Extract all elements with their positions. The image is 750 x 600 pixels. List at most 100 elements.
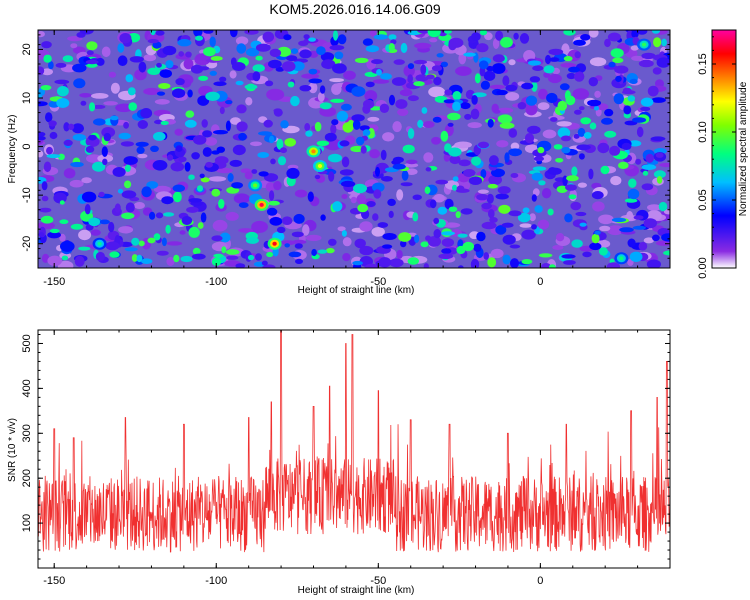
spectrogram-blob bbox=[131, 237, 140, 246]
snr-y-label: SNR (10 * v/v) bbox=[7, 418, 18, 482]
spectrogram-blob bbox=[161, 196, 174, 205]
spectrogram-blob bbox=[70, 223, 84, 230]
spectrogram-blob bbox=[137, 120, 148, 129]
spectrogram-blob bbox=[479, 30, 488, 36]
spectrogram-speckle bbox=[556, 233, 565, 242]
spectrogram-blob bbox=[550, 117, 558, 122]
spectrogram-blob bbox=[495, 30, 504, 41]
spectrogram-blob bbox=[357, 203, 369, 213]
spectrogram-blob bbox=[152, 160, 168, 171]
spectrogram-blob bbox=[158, 83, 171, 89]
spectrogram-blob bbox=[60, 240, 75, 252]
spectrogram-blob bbox=[587, 99, 602, 107]
spectrogram-speckle bbox=[489, 84, 506, 90]
spectrogram-hotspot bbox=[252, 183, 258, 188]
spectrogram-blob bbox=[210, 56, 223, 61]
spectrogram-blob bbox=[88, 102, 96, 112]
spectrogram-blob bbox=[247, 254, 255, 261]
spectrogram-blob bbox=[321, 59, 336, 70]
spectrogram-blob bbox=[582, 251, 592, 258]
spectrogram-speckle bbox=[251, 220, 268, 233]
spectrogram-blob bbox=[127, 87, 136, 96]
spectrogram-blob bbox=[579, 222, 587, 227]
spectrogram-blob bbox=[340, 180, 356, 187]
spectrogram-blob bbox=[340, 103, 352, 111]
spectrogram-speckle bbox=[166, 241, 183, 246]
spectrogram-blob bbox=[119, 33, 132, 44]
spectrogram-blob bbox=[570, 201, 582, 211]
spectrogram-blob bbox=[181, 216, 193, 225]
spectrogram-blob bbox=[470, 108, 480, 120]
spectrogram-blob bbox=[229, 159, 242, 167]
spectrogram-blob bbox=[225, 249, 240, 255]
spectrogram-blob bbox=[389, 258, 404, 268]
spectrogram-blob bbox=[647, 85, 659, 97]
spectrogram-blob bbox=[147, 67, 161, 76]
spectrogram-blob bbox=[423, 263, 429, 268]
spectrogram-blob bbox=[329, 45, 345, 51]
spectrogram-blob bbox=[258, 171, 269, 177]
spectrogram-hotspot bbox=[259, 202, 264, 207]
spectrogram-blob bbox=[57, 86, 69, 97]
spectrogram-blob bbox=[631, 30, 639, 38]
spectrogram-blob bbox=[299, 49, 312, 59]
spectrogram-y-tick-label: 0 bbox=[21, 144, 33, 150]
spectrogram-blob bbox=[45, 112, 53, 123]
spectrogram-blob bbox=[519, 33, 530, 44]
spectrogram-blob bbox=[388, 94, 396, 106]
spectrogram-blob bbox=[288, 251, 302, 258]
spectrogram-blob bbox=[185, 110, 195, 118]
spectrogram-speckle bbox=[656, 240, 670, 246]
spectrogram-blob bbox=[560, 135, 572, 142]
spectrogram-blob bbox=[319, 85, 326, 94]
colorbar-label: Normalized spectral amplitude bbox=[738, 81, 749, 216]
spectrogram-blob bbox=[244, 84, 258, 90]
spectrogram-blob bbox=[99, 219, 110, 225]
spectrogram-blob bbox=[49, 228, 60, 234]
spectrogram-blob bbox=[63, 122, 70, 132]
spectrogram-blob bbox=[635, 158, 642, 165]
spectrogram-speckle bbox=[467, 122, 482, 129]
spectrogram-blob bbox=[440, 130, 449, 142]
spectrogram-blob bbox=[191, 253, 206, 260]
spectrogram-blob bbox=[235, 263, 246, 268]
spectrogram-blob bbox=[46, 154, 61, 159]
spectrogram-blob bbox=[198, 66, 210, 71]
spectrogram-blob bbox=[184, 119, 197, 128]
spectrogram-blob bbox=[588, 168, 594, 180]
spectrogram-blob bbox=[583, 132, 592, 139]
spectrogram-blob bbox=[98, 191, 105, 197]
spectrogram-blob bbox=[88, 134, 97, 141]
spectrogram-blob bbox=[162, 45, 177, 56]
spectrogram-blob bbox=[55, 62, 67, 68]
spectrogram-blob bbox=[299, 85, 312, 92]
spectrogram-blob bbox=[487, 257, 497, 268]
spectrogram-speckle bbox=[552, 245, 564, 250]
spectrogram-blob bbox=[117, 188, 124, 194]
spectrogram-speckle bbox=[118, 226, 134, 234]
spectrogram-blob bbox=[136, 254, 143, 263]
spectrogram-blob bbox=[316, 46, 326, 56]
spectrogram-blob bbox=[470, 258, 480, 268]
spectrogram-blob bbox=[341, 156, 350, 168]
spectrogram-blob bbox=[149, 211, 156, 220]
spectrogram-blob bbox=[661, 38, 667, 47]
spectrogram-blob bbox=[452, 184, 457, 191]
spectrogram-hotspot bbox=[311, 149, 316, 154]
spectrogram-blob bbox=[304, 123, 311, 132]
spectrogram-speckle bbox=[324, 138, 343, 151]
spectrogram-blob bbox=[320, 214, 326, 221]
spectrogram-blob bbox=[591, 233, 600, 244]
spectrogram-blob bbox=[269, 216, 283, 226]
spectrogram-speckle bbox=[497, 107, 514, 114]
spectrogram-blob bbox=[209, 70, 217, 76]
spectrogram-speckle bbox=[305, 234, 322, 242]
spectrogram-blob bbox=[332, 201, 343, 212]
spectrogram-blob bbox=[588, 77, 598, 87]
spectrogram-blob bbox=[38, 232, 45, 238]
spectrogram-blob bbox=[172, 184, 185, 192]
spectrogram-blob bbox=[488, 174, 503, 185]
spectrogram-blob bbox=[359, 245, 374, 256]
spectrogram-speckle bbox=[372, 79, 390, 84]
